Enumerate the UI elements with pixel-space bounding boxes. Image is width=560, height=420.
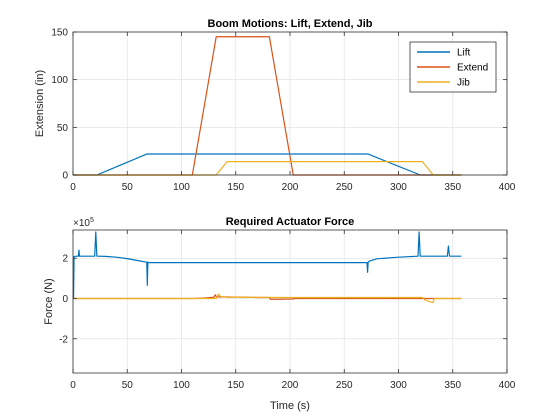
top-chart-title: Boom Motions: Lift, Extend, Jib [208,18,373,30]
bottom-x-axis-label: Time (s) [270,400,310,412]
top-x-tick-label: 250 [336,182,353,193]
top-x-tick-label: 400 [499,182,516,193]
top-x-tick-label: 200 [282,182,299,193]
top-y-tick-label: 150 [51,28,68,39]
bottom-y-tick-label: 0 [62,294,68,305]
top-axes: 0 50 100 150 200 250 300 350 400 0 50 100 150 Boom M… [34,18,516,193]
top-x-tick-label: 150 [227,182,244,193]
bottom-y-axis-label: Force (N) [43,278,55,324]
bottom-x-tick-label: 400 [499,380,516,391]
top-x-tick-label: 350 [444,182,461,193]
bottom-x-tick-label: 50 [122,380,134,391]
legend-label-lift: Lift [457,48,471,59]
legend: Lift Extend Jib [409,41,497,93]
y-exponent-base: ×10 [73,218,90,229]
bottom-x-tick-label: 250 [336,380,353,391]
bottom-y-tick-label: 2 [62,254,68,265]
y-exponent-label: ×105 [73,217,94,229]
bottom-ticks: 0 50 100 150 200 250 300 350 400 -2 0 2 [59,230,516,391]
bottom-x-tick-label: 100 [173,380,190,391]
top-y-axis-label: Extension (in) [34,70,46,137]
y-exponent-power: 5 [90,217,94,224]
bottom-series-line-series-1 [72,231,462,300]
top-x-tick-label: 50 [122,182,134,193]
top-x-tick-label: 0 [70,182,76,193]
bottom-x-tick-label: 350 [444,380,461,391]
bottom-y-tick-label: -2 [59,334,68,345]
legend-label-jib: Jib [457,78,470,89]
bottom-x-tick-label: 300 [390,380,407,391]
bottom-x-tick-label: 0 [70,380,76,391]
top-x-tick-label: 300 [390,182,407,193]
bottom-x-tick-label: 150 [227,380,244,391]
top-y-tick-label: 100 [51,75,68,86]
bottom-axes: 0 50 100 150 200 250 300 350 400 -2 0 2 Required Ac… [43,216,516,412]
legend-label-extend: Extend [457,63,488,74]
top-y-tick-label: 0 [62,171,68,182]
top-ticks: 0 50 100 150 200 250 300 350 400 0 50 100 150 [51,28,515,194]
bottom-series-group [72,231,462,304]
top-y-tick-label: 50 [57,123,69,134]
bottom-x-tick-label: 200 [282,380,299,391]
bottom-series-line-series-3 [73,293,462,304]
bottom-chart-title: Required Actuator Force [226,216,355,228]
top-x-tick-label: 100 [173,182,190,193]
